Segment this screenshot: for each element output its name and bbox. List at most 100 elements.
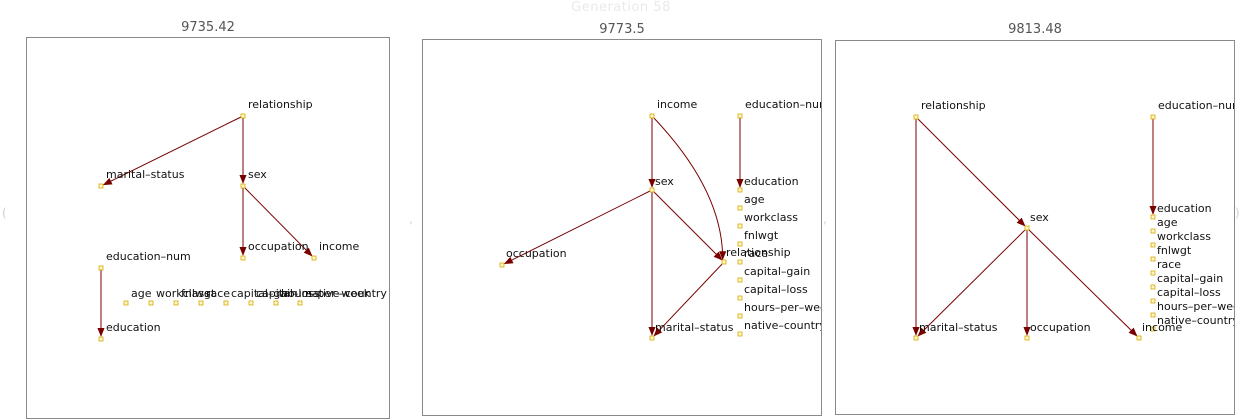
panel-3-graph: relationship education–num sex educationage… [912, 99, 1234, 341]
node-native-country-marker [1150, 326, 1156, 332]
node-relationship-label: relationship [248, 98, 313, 111]
node-workclass-marker [148, 300, 154, 306]
node-native-country-marker [297, 300, 303, 306]
panel-1-network: relationship marital–status sex occupation i… [26, 37, 390, 419]
edge-relationship-to-sex [915, 116, 1026, 227]
node-fnlwgt-label: fnlwgt [1157, 244, 1192, 257]
node-education-num-marker [1150, 114, 1156, 120]
node-race-label: race [1157, 258, 1181, 271]
panel-2-score: 9773.5 [599, 22, 645, 37]
node-fnlwgt-marker [1150, 256, 1156, 262]
panel-separator-glyph-2: , [823, 212, 827, 226]
edge-sex-to-income [1026, 227, 1138, 337]
node-education-label: education [106, 321, 161, 334]
node-age-marker [737, 205, 743, 211]
edge-relationship-to-marital-status [653, 261, 725, 337]
edge-sex-to-occupation [503, 189, 653, 265]
node-marital-status-marker [98, 183, 104, 189]
node-capital-gain-marker [223, 300, 229, 306]
node-workclass-label: workclass [1157, 230, 1211, 243]
node-education-marker [737, 187, 743, 193]
node-capital-gain-marker [1150, 284, 1156, 290]
edge-income-to-relationship [651, 115, 727, 261]
node-hours-per-week-marker [273, 300, 279, 306]
node-age-marker [123, 300, 129, 306]
node-workclass-marker [1150, 242, 1156, 248]
node-education-num-label: education–num [1158, 99, 1234, 112]
node-capital-loss-marker [248, 300, 254, 306]
node-workclass-label: workclass [156, 287, 210, 300]
node-education-num-label: education–num [106, 250, 191, 263]
node-education-num-marker [737, 113, 743, 119]
node-income-label: income [1142, 321, 1183, 334]
node-race-marker [1150, 270, 1156, 276]
node-occupation-marker [1024, 335, 1030, 341]
node-capital-gain-label: capital–gain [744, 265, 810, 278]
generation-title: Generation 58 [571, 0, 671, 15]
node-hours-per-week-label: hours–per–week [281, 287, 371, 300]
node-sex-label: sex [1030, 211, 1049, 224]
node-native-country-label: native–country [305, 287, 387, 300]
node-fnlwgt-marker [737, 241, 743, 247]
node-capital-loss-label: capital–loss [1157, 286, 1221, 299]
node-income-marker [649, 113, 655, 119]
node-age-marker [1150, 228, 1156, 234]
node-hours-per-week-marker [1150, 312, 1156, 318]
node-sex-marker [649, 187, 655, 193]
node-race-label: race [744, 247, 768, 260]
node-workclass-label: workclass [744, 211, 798, 224]
node-age-label: age [131, 287, 152, 300]
node-marital-status-marker [913, 335, 919, 341]
node-occupation-label: occupation [1030, 321, 1091, 334]
node-native-country-label: native–country [1157, 314, 1234, 327]
panel-2-network: income education–num sex occupation educatio… [422, 39, 822, 416]
panel-3-score: 9813.48 [1008, 22, 1062, 37]
node-fnlwgt-marker [173, 300, 179, 306]
panel-1-score: 9735.42 [181, 20, 235, 35]
node-sex-marker [1024, 225, 1030, 231]
node-workclass-marker [737, 223, 743, 229]
node-marital-status-label: marital–status [106, 168, 185, 181]
node-occupation-label: occupation [506, 247, 567, 260]
node-relationship-marker [240, 113, 246, 119]
node-hours-per-week-marker [737, 313, 743, 319]
node-relationship-marker [913, 114, 919, 120]
node-capital-gain-label: capital–gain [231, 287, 297, 300]
node-education-num-marker [98, 265, 104, 271]
node-sex-label: sex [248, 168, 267, 181]
node-native-country-label: native–country [744, 319, 821, 332]
node-income-label: income [657, 98, 698, 111]
node-capital-loss-marker [1150, 298, 1156, 304]
node-fnlwgt-label: fnlwgt [744, 229, 779, 242]
node-fnlwgt-label: fnlwgt [181, 287, 216, 300]
node-education-label: education [744, 175, 799, 188]
right-edge-glyph: ) [1235, 206, 1240, 220]
node-marital-status-label: marital–status [919, 321, 998, 334]
node-age-label: age [1157, 216, 1178, 229]
node-relationship-label: relationship [726, 246, 791, 259]
node-education-marker [98, 336, 104, 342]
node-income-label: income [319, 240, 360, 253]
node-income-marker [1136, 335, 1142, 341]
node-marital-status-label: marital–status [655, 321, 734, 334]
node-education-marker [1150, 214, 1156, 220]
edge-sex-to-relationship [651, 189, 723, 261]
node-occupation-marker [499, 262, 505, 268]
node-occupation-marker [240, 255, 246, 261]
edge-relationship-to-marital-status [102, 115, 244, 186]
edge-sex-to-income [242, 185, 313, 257]
node-capital-loss-label: capital–loss [256, 287, 320, 300]
node-capital-gain-marker [737, 277, 743, 283]
node-marital-status-marker [649, 335, 655, 341]
node-relationship-marker [721, 259, 727, 265]
node-sex-label: sex [655, 175, 674, 188]
node-education-num-label: education–num [745, 98, 821, 111]
node-capital-loss-label: capital–loss [744, 283, 808, 296]
node-race-marker [737, 259, 743, 265]
node-income-marker [311, 255, 317, 261]
node-sex-marker [240, 183, 246, 189]
node-capital-loss-marker [737, 295, 743, 301]
panel-separator-glyph-1: , [409, 212, 413, 226]
panel-2-graph: income education–num sex occupation educatio… [499, 98, 821, 341]
panel-3-network: relationship education–num sex educationage… [835, 40, 1235, 415]
